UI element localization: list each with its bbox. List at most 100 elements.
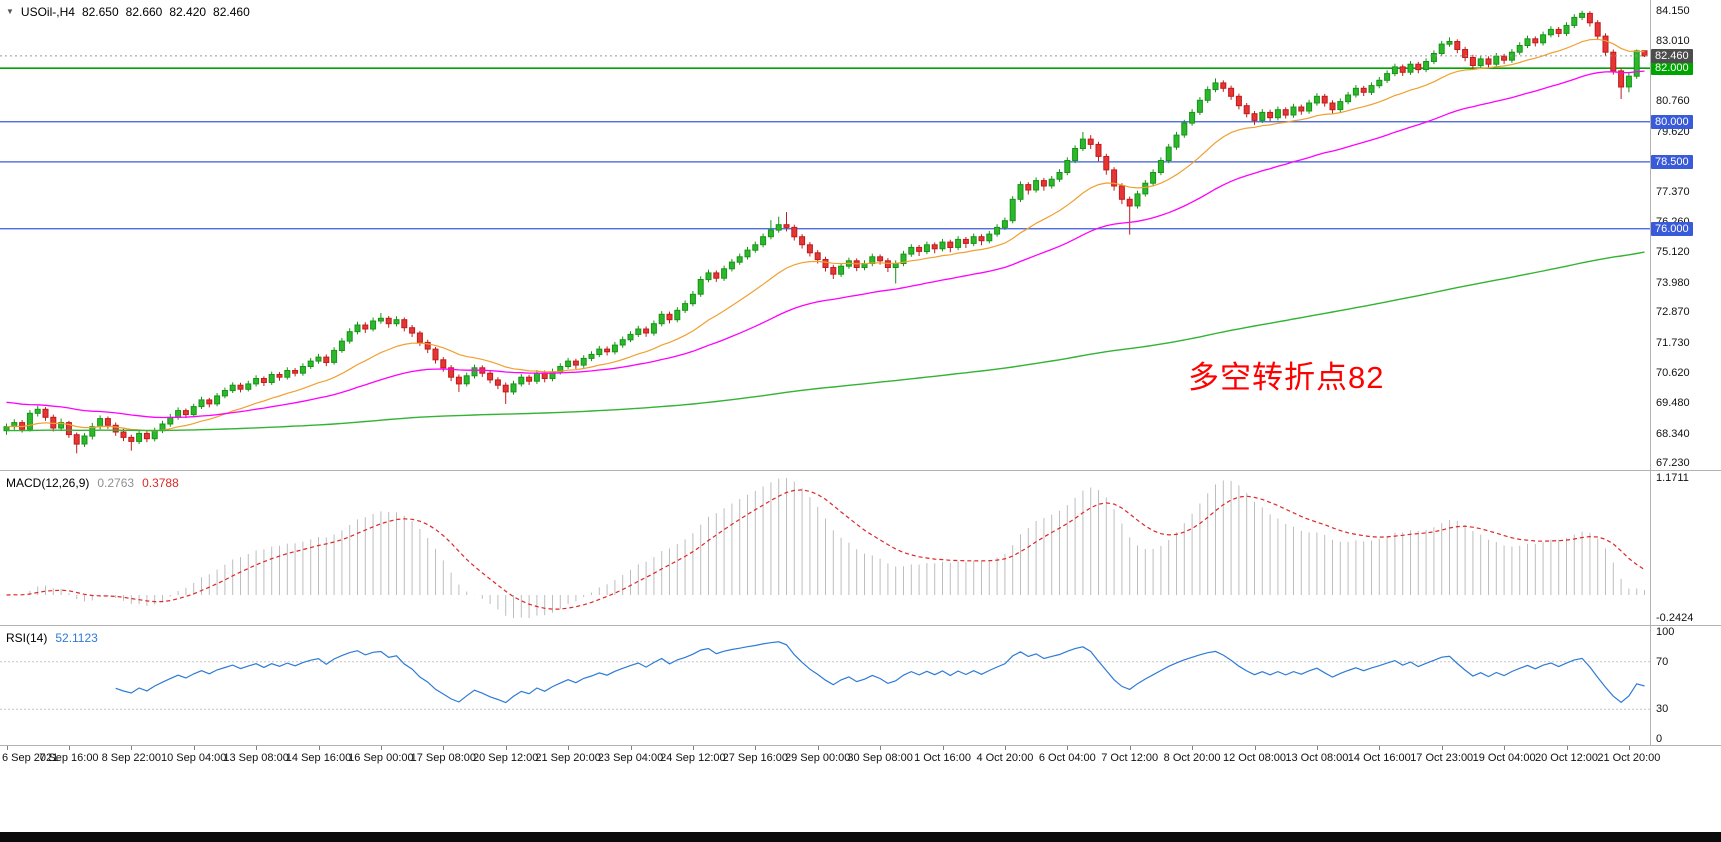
candle — [1485, 58, 1492, 65]
candle — [994, 226, 1001, 235]
ma-mid-line — [6, 70, 1645, 419]
time-axis-label: 1 Oct 16:00 — [914, 752, 971, 764]
candle — [627, 333, 634, 341]
candle — [214, 395, 221, 405]
candle — [393, 319, 400, 325]
candle — [1001, 220, 1008, 228]
candle — [401, 319, 408, 329]
panel-separator[interactable] — [0, 625, 1721, 626]
candle — [1579, 12, 1586, 18]
candle — [284, 370, 291, 378]
quote-open: 82.650 — [81, 5, 119, 19]
time-axis-tick — [256, 746, 258, 750]
time-axis-label: 17 Sep 08:00 — [410, 752, 477, 764]
panel-separator[interactable] — [0, 745, 1721, 746]
price-tick-label: 73.980 — [1656, 276, 1690, 289]
candle — [877, 256, 884, 262]
candle — [760, 236, 767, 246]
time-axis-label: 30 Sep 08:00 — [847, 752, 913, 764]
candle — [666, 313, 673, 321]
candle — [1313, 95, 1320, 104]
candle — [175, 410, 182, 418]
time-axis[interactable]: 6 Sep 2021 7 Sep 16:00 8 Sep 22:00 10 Sep 0… — [0, 746, 1721, 772]
candle — [565, 360, 572, 368]
candle — [884, 260, 891, 268]
candle — [1438, 43, 1445, 54]
candle — [1048, 178, 1055, 187]
macd-scale-max-label: 1.1711 — [1656, 472, 1689, 484]
candle — [1501, 55, 1508, 61]
candle — [34, 408, 41, 414]
candle — [619, 339, 626, 346]
candle — [822, 259, 829, 268]
price-tick-label: 69.480 — [1656, 397, 1690, 410]
bid-price-badge: 82.460 — [1651, 48, 1693, 63]
candle — [143, 432, 150, 440]
time-axis-label: 14 Sep 16:00 — [285, 752, 352, 764]
candle — [736, 256, 743, 263]
candle — [962, 238, 969, 244]
price-tick-label: 84.150 — [1656, 4, 1690, 17]
rsi-scale-label: 70 — [1656, 655, 1669, 668]
ma-slow-line — [6, 251, 1645, 432]
panel-separator[interactable] — [0, 470, 1721, 471]
time-axis-label: 24 Sep 12:00 — [660, 752, 726, 764]
candle — [1095, 143, 1102, 157]
time-axis-label: 17 Oct 23:00 — [1410, 752, 1474, 764]
candle — [1493, 55, 1500, 65]
candle — [1407, 63, 1414, 73]
candle — [1228, 87, 1235, 97]
candle — [674, 309, 681, 321]
candle — [494, 379, 501, 386]
time-axis-tick — [630, 746, 632, 750]
price-tick-label: 70.620 — [1656, 366, 1690, 379]
candle — [1329, 102, 1336, 111]
candle — [1610, 51, 1617, 72]
candle — [931, 244, 938, 250]
candle — [151, 430, 158, 440]
candle — [1469, 57, 1476, 66]
candle — [1040, 180, 1047, 187]
price-tick-label: 75.120 — [1656, 246, 1690, 259]
candle — [221, 390, 228, 397]
symbol-timeframe-label: USOil-,H4 — [20, 5, 75, 19]
candle — [1477, 58, 1484, 67]
candle — [455, 376, 462, 385]
candle — [362, 324, 369, 330]
candle — [1594, 22, 1601, 37]
candle — [1111, 169, 1118, 187]
candle — [315, 356, 322, 362]
time-axis-label: 23 Sep 04:00 — [597, 752, 664, 764]
candle — [1321, 95, 1328, 104]
collapse-quote-arrow-icon[interactable]: ▼ — [6, 7, 14, 16]
candle — [487, 372, 494, 381]
candle — [970, 236, 977, 244]
time-axis-label: 21 Oct 20:00 — [1597, 752, 1661, 764]
candle — [1134, 193, 1141, 207]
candle — [1056, 172, 1063, 180]
candle — [1532, 38, 1539, 44]
candle — [81, 435, 88, 445]
time-axis-tick — [1316, 746, 1318, 750]
candle — [978, 236, 985, 242]
time-axis-tick — [1004, 746, 1006, 750]
rsi-scale-label: 100 — [1656, 626, 1675, 638]
symbol-info-bar: ▼ USOil-,H4 82.650 82.660 82.420 82.460 — [6, 5, 250, 19]
candle — [237, 384, 244, 390]
candle — [1251, 113, 1258, 121]
macd-indicator-chart[interactable] — [0, 471, 1650, 625]
candle — [1079, 138, 1086, 150]
main-price-chart[interactable] — [0, 0, 1650, 470]
time-axis-label: 6 Sep 2021 — [2, 752, 59, 764]
candle — [190, 406, 197, 416]
candle — [635, 328, 642, 335]
candle — [167, 416, 174, 425]
time-axis-tick — [131, 746, 133, 750]
rsi-indicator-chart[interactable] — [0, 626, 1650, 745]
candle — [986, 233, 993, 242]
candle — [799, 236, 806, 246]
time-axis-tick — [1129, 746, 1131, 750]
candle — [533, 372, 540, 382]
candle — [947, 241, 954, 249]
